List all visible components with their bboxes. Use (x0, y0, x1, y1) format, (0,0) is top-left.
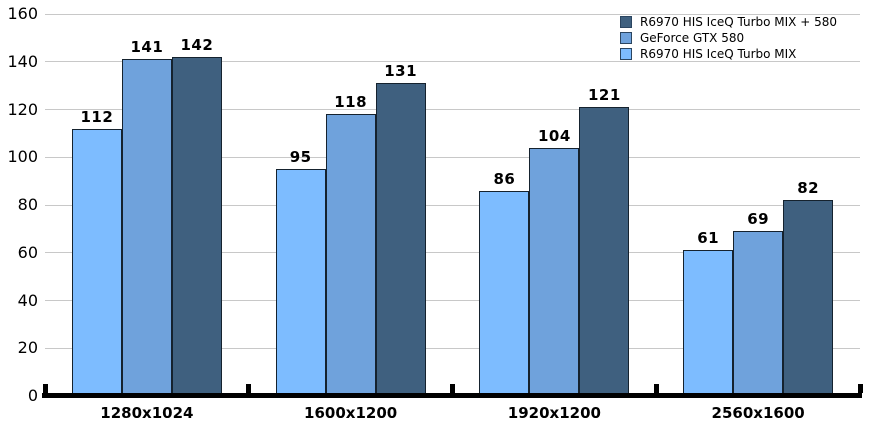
bar-value-label: 104 (537, 127, 571, 145)
gridline (45, 204, 860, 206)
bar-2560x1600-r6970-his-iceq-turbo-mix (683, 250, 734, 396)
x-axis-category-label: 1280x1024 (100, 404, 194, 422)
bar-1280x1024-r6970-his-iceq-turbo-mix (71, 129, 122, 396)
bar-1600x1200-geforce-gtx-580 (325, 114, 376, 396)
x-axis-category-label: 1600x1200 (304, 404, 398, 422)
bar-1600x1200-r6970-his-iceq-turbo-mix-+-580 (375, 83, 426, 396)
y-tick-label: 20 (17, 338, 38, 358)
bar-value-label: 95 (289, 148, 312, 166)
bar-value-label: 131 (384, 62, 418, 80)
bar-value-label: 69 (747, 210, 770, 228)
y-tick-label: 60 (17, 242, 38, 262)
bar-1600x1200-r6970-his-iceq-turbo-mix (275, 169, 326, 396)
legend-item-label: R6970 HIS IceQ Turbo MIX (640, 46, 797, 61)
legend-item: R6970 HIS IceQ Turbo MIX (620, 47, 837, 60)
gridline (45, 109, 860, 110)
x-axis-tick (450, 384, 455, 393)
x-axis-tick (42, 384, 48, 393)
bar-value-label: 86 (493, 170, 516, 188)
x-axis-category-label: 1920x1200 (507, 404, 601, 422)
y-tick-label: 100 (7, 147, 38, 167)
bar-value-label: 82 (797, 179, 820, 197)
bar-value-label: 142 (180, 36, 214, 54)
bar-1920x1200-r6970-his-iceq-turbo-mix (479, 191, 530, 396)
legend: R6970 HIS IceQ Turbo MIX + 580 GeForce GT… (620, 15, 837, 60)
bar-2560x1600-geforce-gtx-580 (733, 231, 784, 396)
y-tick-label: 0 (27, 386, 38, 405)
y-tick-label: 40 (17, 290, 38, 310)
bar-value-label: 118 (334, 93, 368, 111)
gridline (45, 252, 860, 254)
y-tick-label: 120 (7, 99, 38, 119)
legend-item: R6970 HIS IceQ Turbo MIX + 580 (620, 15, 837, 28)
bar-value-label: 61 (697, 229, 720, 247)
bar-1280x1024-geforce-gtx-580 (121, 59, 172, 396)
y-tick-label: 80 (17, 195, 38, 214)
x-axis-tick (857, 384, 863, 393)
legend-swatch (620, 15, 632, 28)
legend-item-label: GeForce GTX 580 (640, 30, 745, 45)
x-axis-category-label: 2560x1600 (711, 404, 805, 422)
bar-1280x1024-r6970-his-iceq-turbo-mix-+-580 (171, 57, 222, 396)
gridline (45, 347, 860, 349)
legend-item: GeForce GTX 580 (620, 31, 837, 44)
bar-value-label: 141 (130, 38, 164, 56)
bar-value-label: 121 (587, 86, 621, 104)
gridline (45, 300, 860, 301)
legend-item-label: R6970 HIS IceQ Turbo MIX + 580 (640, 14, 837, 29)
x-axis-tick (653, 384, 659, 393)
gridline (45, 61, 860, 63)
legend-swatch (620, 47, 632, 60)
bar-2560x1600-r6970-his-iceq-turbo-mix-+-580 (783, 200, 834, 396)
bar-1920x1200-r6970-his-iceq-turbo-mix-+-580 (579, 107, 630, 396)
y-tick-label: 140 (7, 51, 38, 71)
plot-area (45, 13, 860, 396)
y-tick-label: 160 (7, 4, 38, 23)
x-axis-tick (246, 384, 252, 393)
legend-swatch (620, 31, 632, 44)
x-axis-baseline (42, 393, 862, 398)
bar-1920x1200-geforce-gtx-580 (529, 148, 580, 396)
gridline (45, 13, 860, 15)
gridline (45, 156, 860, 158)
bar-value-label: 112 (80, 108, 114, 126)
